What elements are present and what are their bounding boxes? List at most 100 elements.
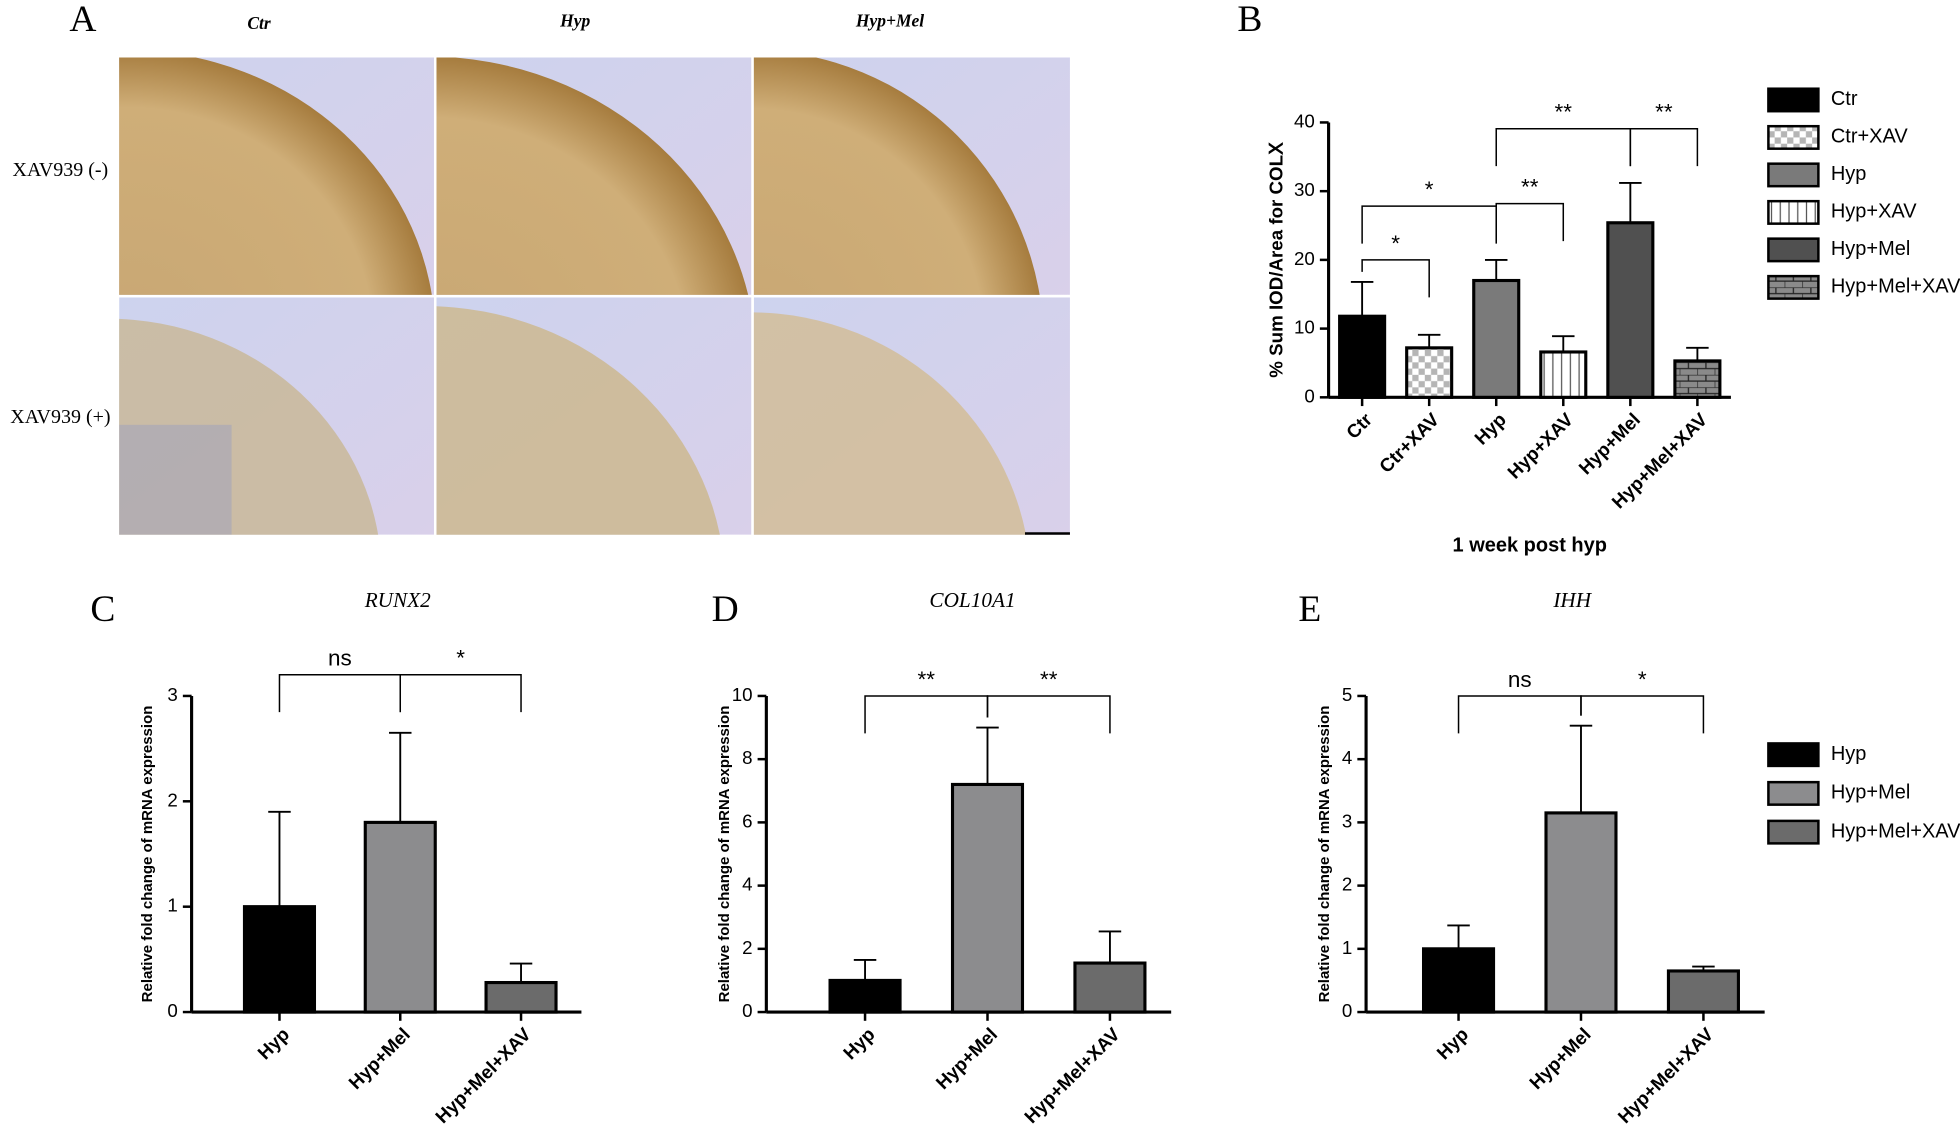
column-label: Hyp+Mel [855,11,924,31]
column-label: Ctr [247,13,271,33]
y-tick-label: 10 [1294,317,1315,338]
error-bar [509,962,533,983]
significance-bracket [278,673,402,713]
legend-label: Hyp+XAV [1831,201,1917,223]
x-tick-label: Hyp+Mel [1574,409,1644,479]
panel-label: B [1237,0,1262,40]
significance-label: * [1638,667,1647,692]
row-label: XAV939 (-) [13,159,109,181]
significance-bracket [1361,259,1430,298]
legend-label: Hyp+Mel+XAV [1831,276,1960,298]
x-tick-label: Hyp+Mel [932,1024,1002,1094]
bar [950,782,1025,1014]
significance-label: * [1425,177,1434,202]
y-axis-label: Relative fold change of mRNA expression [1316,706,1333,1003]
x-tick-label: Hyp+Mel+XAV [431,1023,535,1127]
error-bar [1484,258,1508,281]
y-tick-label: 1 [1342,937,1352,958]
row-label: XAV939 (+) [10,406,110,428]
y-tick-label: 0 [742,1000,752,1021]
y-tick-label: 10 [732,684,753,705]
y-tick-label: 1 [167,895,177,916]
y-tick-label: 4 [742,874,752,895]
error-bar [1552,335,1575,352]
y-tick-label: 2 [167,789,177,810]
y-tick-label: 0 [167,1000,177,1021]
bar [1073,961,1147,1014]
bar [1405,346,1454,399]
significance-label: ** [1555,100,1573,125]
error-bar [1447,924,1470,949]
significance-bracket [864,695,989,734]
bar [1472,278,1521,399]
legend-swatch [1767,199,1820,225]
panel-label: D [712,589,739,630]
micrograph [436,57,752,295]
legend-swatch [1767,237,1820,263]
x-axis-label: 1 week post hyp [1453,534,1607,556]
error-bar [268,810,291,907]
column-label: Hyp [559,11,590,31]
y-tick-label: 2 [1342,874,1352,895]
error-bar [1619,181,1642,223]
error-bar [1098,930,1122,964]
y-tick-label: 4 [1342,747,1352,768]
x-tick-label: Hyp+Mel [1525,1024,1595,1094]
chart-title: COL10A1 [929,588,1015,612]
micrographs [119,57,1070,535]
x-tick-label: Hyp [1470,409,1510,449]
legend-swatch [1767,87,1820,113]
y-axis-label: Relative fold change of mRNA expression [716,706,733,1003]
micrograph [119,297,434,535]
significance-bracket [1629,127,1699,167]
legend-swatch [1767,742,1820,768]
error-bar [853,958,877,981]
legend-swatch [1767,124,1820,150]
y-tick-label: 3 [1342,810,1352,831]
legend-label: Ctr [1831,88,1858,110]
error-bar [976,726,999,785]
y-tick-label: 40 [1294,110,1315,131]
micrograph [119,57,434,295]
bar [1666,969,1740,1014]
error-bar [1569,724,1593,813]
bar [1539,350,1588,399]
y-tick-label: 3 [167,684,177,705]
x-tick-label: Ctr+XAV [1375,408,1443,476]
x-tick-label: Ctr [1342,409,1376,443]
legend-swatch [1767,162,1820,188]
micrograph [436,297,752,535]
x-tick-label: Hyp [1432,1024,1472,1064]
chart-title: IHH [1552,588,1592,612]
panel-label: C [90,589,115,630]
bar [363,820,437,1014]
micrograph [753,57,1070,295]
significance-bracket [1495,202,1565,242]
significance-label: ** [1521,175,1539,200]
y-tick-label: 2 [742,937,752,958]
bar [242,905,317,1014]
legend-label: Hyp+Mel [1831,238,1910,260]
significance-label: * [456,646,465,671]
y-tick-label: 0 [1342,1000,1352,1021]
bar [1421,947,1496,1014]
legend-swatch [1767,780,1820,806]
legend-label: Hyp [1831,743,1867,765]
legend-label: Hyp+Mel+XAV [1831,820,1960,842]
error-bar [1686,346,1709,361]
significance-bracket [1457,695,1582,734]
bar [484,980,558,1014]
y-tick-label: 8 [742,747,752,768]
significance-label: ns [1508,667,1532,692]
chart-title: RUNX2 [364,588,431,612]
panel-label: E [1298,589,1321,630]
significance-label: ** [918,667,936,692]
bar [1544,811,1618,1014]
x-tick-label: Hyp [253,1024,293,1064]
bar [828,978,902,1014]
legend-label: Hyp [1831,163,1867,185]
y-axis-label: % Sum IOD/Area for COLⅩ [1265,141,1286,378]
bar [1606,221,1655,399]
x-tick-label: Hyp+XAV [1503,408,1577,482]
